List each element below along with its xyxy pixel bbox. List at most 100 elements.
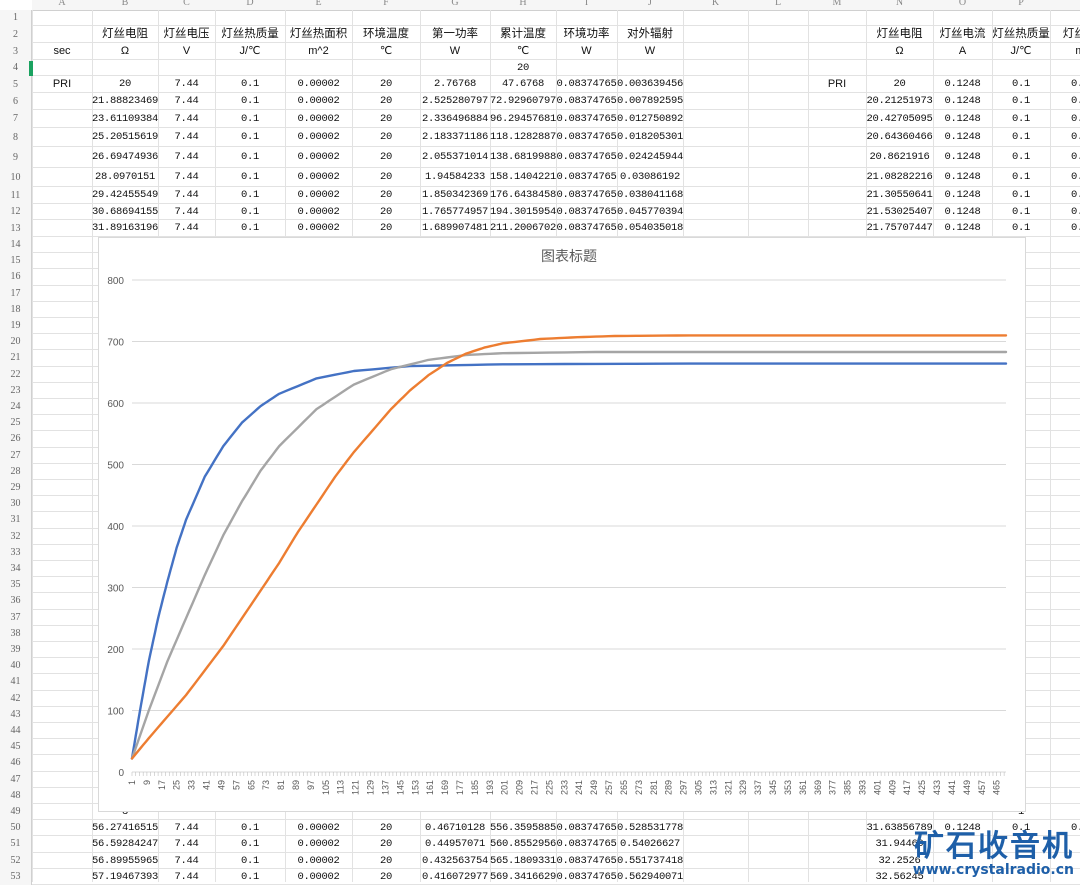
row-header-50[interactable]: 50 xyxy=(0,820,32,837)
data-cell[interactable]: 0.0 xyxy=(1070,113,1080,125)
data-cell[interactable]: 0.1 xyxy=(240,870,259,883)
header-cell[interactable]: 对外辐射 xyxy=(627,28,673,40)
header-cell[interactable]: 灯丝热质量 xyxy=(221,28,279,40)
data-cell[interactable]: 0.1 xyxy=(1011,78,1030,90)
data-cell[interactable]: 0.1 xyxy=(240,822,259,835)
data-cell[interactable]: 0.1248 xyxy=(944,222,981,234)
data-cell[interactable]: 20 xyxy=(379,854,392,867)
data-cell[interactable]: 7.44 xyxy=(174,171,199,183)
data-cell[interactable]: 20 xyxy=(379,78,392,90)
unit-cell[interactable]: W xyxy=(581,45,592,57)
data-cell[interactable]: 21.08282216 xyxy=(866,171,933,183)
cell-a5-pri[interactable]: PRI xyxy=(52,78,72,90)
data-cell[interactable]: 20 xyxy=(379,151,392,163)
column-letter-f[interactable]: F xyxy=(383,0,389,8)
data-cell[interactable]: 0.054035018 xyxy=(617,222,683,234)
data-cell[interactable]: 569.3416629 xyxy=(490,870,556,883)
row-header-34[interactable]: 34 xyxy=(0,561,32,578)
data-cell[interactable]: 0.1 xyxy=(240,151,259,163)
header-cell[interactable]: 累计温度 xyxy=(500,28,546,40)
data-cell[interactable]: 1.689907481 xyxy=(421,222,488,234)
row-header-20[interactable]: 20 xyxy=(0,334,32,351)
header-cell[interactable]: 灯丝热 xyxy=(1062,28,1080,40)
data-cell[interactable]: 0.1248 xyxy=(944,95,981,107)
row-header-16[interactable]: 16 xyxy=(0,269,32,286)
row-header-29[interactable]: 29 xyxy=(0,480,32,497)
row-header-6[interactable]: 6 xyxy=(0,93,32,110)
data-cell[interactable]: 0.432563754 xyxy=(421,854,488,867)
column-letter-i[interactable]: I xyxy=(584,0,589,8)
header-cell[interactable]: 第一功率 xyxy=(432,28,478,40)
data-cell[interactable]: 20 xyxy=(893,78,906,90)
data-cell[interactable]: 20 xyxy=(118,78,131,90)
data-cell[interactable]: 560.8552956 xyxy=(490,838,556,851)
cell-m5-pri[interactable]: PRI xyxy=(827,78,847,90)
row-header-51[interactable]: 51 xyxy=(0,836,32,853)
data-cell[interactable]: 56.27416515 xyxy=(92,822,158,835)
data-cell[interactable]: 20 xyxy=(379,131,392,143)
row-header-28[interactable]: 28 xyxy=(0,463,32,480)
data-cell[interactable]: 0.038041168 xyxy=(617,189,683,201)
data-cell[interactable]: 31.63856789 xyxy=(866,822,933,835)
data-cell[interactable]: 21.75707447 xyxy=(866,222,933,234)
row-header-36[interactable]: 36 xyxy=(0,593,32,610)
data-cell[interactable]: 0.1 xyxy=(240,206,259,218)
row-header-14[interactable]: 14 xyxy=(0,237,32,254)
chart-panel[interactable]: 图表标题 0 100 200 300 400 500 600 700 800 1 9 17 25 33 41 4… xyxy=(98,237,1026,812)
row-header-45[interactable]: 45 xyxy=(0,739,32,756)
row-header-44[interactable]: 44 xyxy=(0,723,32,740)
data-cell[interactable]: 7.44 xyxy=(174,222,199,234)
row-header-3[interactable]: 3 xyxy=(0,43,32,60)
data-cell[interactable]: 0.1 xyxy=(240,838,259,851)
row-header-40[interactable]: 40 xyxy=(0,658,32,675)
data-cell[interactable]: 20.21251973 xyxy=(866,95,933,107)
row-header-24[interactable]: 24 xyxy=(0,399,32,416)
column-letter-c[interactable]: C xyxy=(183,0,190,8)
row-header-38[interactable]: 38 xyxy=(0,625,32,642)
data-cell[interactable]: 565.1809331 xyxy=(490,854,556,867)
row-header-1[interactable]: 1 xyxy=(0,10,32,26)
data-cell[interactable]: 7.44 xyxy=(174,113,199,125)
data-cell[interactable]: 0.03086192 xyxy=(619,171,680,183)
data-cell[interactable]: 0.08374765 xyxy=(556,78,617,90)
header-cell[interactable]: 环境温度 xyxy=(363,28,409,40)
row-header-23[interactable]: 23 xyxy=(0,382,32,399)
data-cell[interactable]: 0.00002 xyxy=(297,171,340,183)
data-cell[interactable]: 2.76768 xyxy=(433,78,476,90)
unit-cell[interactable]: J/℃ xyxy=(1010,45,1032,57)
data-cell[interactable]: 0.1248 xyxy=(944,189,981,201)
data-cell[interactable]: 0.08374765 xyxy=(556,171,617,183)
data-cell[interactable]: 0.0 xyxy=(1070,171,1080,183)
data-cell[interactable]: 20 xyxy=(379,838,392,851)
row-header-42[interactable]: 42 xyxy=(0,690,32,707)
data-cell[interactable]: 32.2526 xyxy=(878,854,921,867)
data-cell[interactable]: 0.1248 xyxy=(944,78,981,90)
unit-cell[interactable]: Ω xyxy=(120,45,130,57)
column-letter-h[interactable]: H xyxy=(519,0,527,8)
column-letter-e[interactable]: E xyxy=(315,0,322,8)
data-cell[interactable]: 0.1 xyxy=(1011,95,1030,107)
data-cell[interactable]: 2.183371186 xyxy=(421,131,488,143)
row-header-9[interactable]: 9 xyxy=(0,147,32,168)
data-cell[interactable]: 0.44957071 xyxy=(424,838,485,851)
data-cell[interactable]: 7.44 xyxy=(174,870,199,883)
data-cell[interactable]: 0.1248 xyxy=(944,113,981,125)
data-cell[interactable]: 56.89955965 xyxy=(92,854,158,867)
data-cell[interactable]: 0.1 xyxy=(240,95,259,107)
data-cell[interactable]: 0.0 xyxy=(1070,822,1080,835)
data-cell[interactable]: 32.56245 xyxy=(875,870,924,883)
data-cell[interactable]: 0.024245944 xyxy=(617,151,683,163)
row-header-10[interactable]: 10 xyxy=(0,168,32,187)
unit-cell[interactable]: V xyxy=(182,45,191,57)
data-cell[interactable]: 0.1 xyxy=(1011,206,1030,218)
row-header-27[interactable]: 27 xyxy=(0,447,32,464)
data-cell[interactable]: 28.0970151 xyxy=(94,171,155,183)
column-letter-j[interactable]: J xyxy=(648,0,652,8)
row-header-13[interactable]: 13 xyxy=(0,220,32,237)
data-cell[interactable]: 20 xyxy=(379,822,392,835)
data-cell[interactable]: 0.08374765 xyxy=(556,222,617,234)
unit-cell[interactable]: A xyxy=(958,45,967,57)
data-cell[interactable]: 7.44 xyxy=(174,206,199,218)
row-header-37[interactable]: 37 xyxy=(0,609,32,626)
unit-cell[interactable]: Ω xyxy=(895,45,904,57)
